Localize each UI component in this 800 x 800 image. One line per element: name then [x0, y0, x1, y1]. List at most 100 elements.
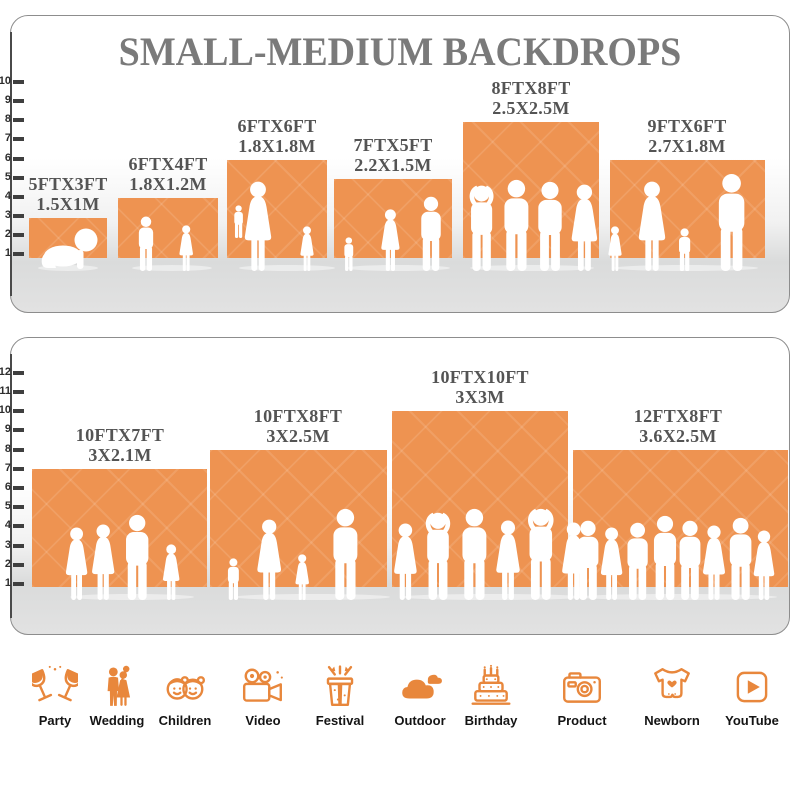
backdrop-10x8ft — [210, 450, 387, 587]
category-festival: Festival — [305, 664, 375, 728]
festival-icon — [326, 665, 354, 706]
category-label: Product — [557, 713, 607, 728]
ruler-number: 7 — [4, 132, 11, 144]
children-icon — [166, 676, 206, 700]
category-label: Outdoor — [394, 713, 446, 728]
silhouette-family-of-three — [344, 196, 450, 271]
category-children: Children — [150, 664, 220, 728]
wedding-icon — [107, 665, 131, 706]
silhouette-family-10x7 — [65, 514, 194, 600]
category-label: Video — [245, 713, 281, 728]
ruler-number: 4 — [4, 190, 11, 202]
ruler-number: 4 — [4, 519, 11, 531]
backdrop-size-label: 9FTX6FT 2.7X1.8M — [647, 116, 727, 156]
silhouette-crowd-12x8 — [577, 515, 777, 600]
ruler-number: 8 — [4, 443, 11, 455]
ruler-tick — [13, 582, 24, 586]
category-label: Birthday — [464, 713, 518, 728]
ruler-number: 1 — [4, 247, 11, 259]
ruler-number: 9 — [4, 423, 11, 435]
category-product: Product — [547, 664, 617, 728]
backdrop-6x4ft — [118, 198, 218, 258]
ruler-tick — [13, 563, 24, 567]
ruler-tick — [13, 233, 24, 237]
backdrop-size-label: 6FTX4FT 1.8X1.2M — [128, 154, 208, 194]
silhouette-mother-holding-child — [234, 181, 335, 271]
product-icon — [563, 672, 601, 703]
category-newborn: Newborn — [637, 664, 707, 728]
ruler-tick — [13, 137, 24, 141]
video-icon — [242, 668, 283, 702]
newborn-icon — [654, 668, 690, 699]
ruler-number: 12 — [0, 366, 11, 378]
backdrop-size-label: 10FTX10FT 3X3M — [431, 367, 529, 407]
silhouette-two-children — [132, 216, 212, 271]
ruler-tick — [13, 467, 24, 471]
silhouette-family-of-four — [608, 173, 758, 271]
ruler-number: 1 — [4, 577, 11, 589]
ruler-number: 6 — [4, 152, 11, 164]
ruler-tick — [13, 176, 24, 180]
ruler-tick — [13, 214, 24, 218]
ruler-tick — [13, 524, 24, 528]
outdoor-icon — [402, 674, 442, 699]
category-party: Party — [20, 664, 90, 728]
ruler-tick — [13, 448, 24, 452]
ruler-number: 5 — [4, 171, 11, 183]
category-label: Children — [158, 713, 212, 728]
ruler-tick — [13, 428, 24, 432]
page-title: SMALL-MEDIUM BACKDROPS — [118, 29, 682, 74]
ruler-tick — [13, 409, 24, 413]
backdrop-10x7ft — [32, 469, 207, 587]
ruler-number: 6 — [4, 481, 11, 493]
ruler-tick — [13, 371, 24, 375]
backdrop-size-label: 7FTX5FT 2.2X1.5M — [353, 135, 433, 175]
category-label: Wedding — [89, 713, 145, 728]
ruler-number: 5 — [4, 500, 11, 512]
ruler-number: 2 — [4, 228, 11, 240]
ruler-number: 3 — [4, 539, 11, 551]
ruler-number: 9 — [4, 94, 11, 106]
ruler-tick — [13, 157, 24, 161]
backdrop-size-label: 12FTX8FT 3.6X2.5M — [633, 406, 723, 446]
ruler-tick — [13, 118, 24, 122]
ruler-tick — [13, 80, 24, 84]
category-label: Newborn — [644, 713, 700, 728]
ruler-tick — [13, 505, 24, 509]
ruler-tick — [13, 544, 24, 548]
category-label: Festival — [315, 713, 365, 728]
category-outdoor: Outdoor — [385, 664, 455, 728]
category-video: Video — [228, 664, 298, 728]
ruler-number: 2 — [4, 558, 11, 570]
ruler-number: 10 — [0, 404, 11, 416]
silhouette-group-of-four — [469, 179, 598, 271]
ruler-number: 8 — [4, 113, 11, 125]
category-label: YouTube — [725, 713, 779, 728]
ruler-tick — [13, 99, 24, 103]
backdrop-size-label: 6FTX6FT 1.8X1.8M — [237, 116, 317, 156]
ruler-number: 10 — [0, 75, 11, 87]
ruler-number: 3 — [4, 209, 11, 221]
backdrop-size-label: 10FTX8FT 3X2.5M — [253, 406, 343, 446]
category-wedding: Wedding — [82, 664, 152, 728]
youtube-icon — [736, 671, 768, 703]
silhouette-group-10x10 — [394, 508, 586, 600]
ruler-line-small — [10, 32, 12, 296]
birthday-icon — [471, 664, 511, 705]
category-youtube: YouTube — [717, 664, 787, 728]
ruler-tick — [13, 486, 24, 490]
ruler-tick — [13, 390, 24, 394]
ruler-tick — [13, 252, 24, 256]
backdrop-size-label: 8FTX8FT 2.5X2.5M — [491, 78, 571, 118]
category-birthday: Birthday — [456, 664, 526, 728]
ruler-number: 7 — [4, 462, 11, 474]
category-label: Party — [38, 713, 72, 728]
party-icon — [32, 665, 78, 702]
ruler-line-medium — [10, 354, 12, 618]
ruler-tick — [13, 195, 24, 199]
backdrop-size-label: 10FTX7FT 3X2.1M — [75, 425, 165, 465]
silhouette-family-10x8 — [227, 508, 390, 600]
ruler-number: 11 — [0, 385, 11, 397]
silhouette-crawling-baby — [38, 228, 98, 271]
backdrop-size-label: 5FTX3FT 1.5X1M — [28, 174, 108, 214]
